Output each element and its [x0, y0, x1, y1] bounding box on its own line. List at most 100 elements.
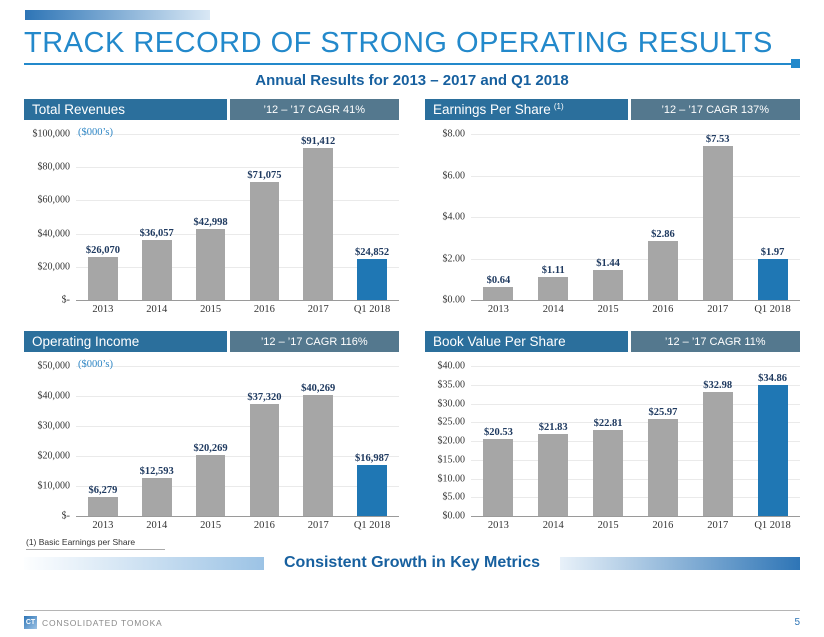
chart-title-text: Book Value Per Share	[433, 334, 566, 349]
bar-value-label: $2.86	[651, 228, 675, 240]
y-tick-label: $10.00	[437, 473, 466, 484]
y-tick-label: $80,000	[37, 161, 71, 173]
axis-unit-label: ($000’s)	[78, 127, 113, 138]
bar-group: $25.97	[635, 366, 690, 516]
chart-header: Earnings Per Share (1) ’12 – ’17 CAGR 137…	[425, 99, 800, 120]
chart-total-revenues: Total Revenues ’12 – ’17 CAGR 41% $100,0…	[24, 99, 399, 315]
bar	[757, 259, 788, 300]
bars-row: $20.53 $21.83 $22.81 $25.97 $32.98 $34.86	[471, 366, 800, 516]
x-tick-label: 2014	[146, 304, 168, 315]
bar	[88, 256, 118, 300]
x-tick-label: 2016	[253, 304, 275, 315]
y-tick-label: $0.00	[442, 294, 466, 306]
company-logo: CT	[24, 616, 37, 629]
gridline	[76, 134, 399, 135]
bar-group: $91,412	[291, 134, 345, 300]
bar-value-label: $1.44	[596, 258, 620, 270]
bar-value-label: $12,593	[139, 466, 174, 478]
slide-subtitle: Annual Results for 2013 – 2017 and Q1 20…	[255, 72, 569, 89]
left-gradient-bar	[24, 556, 264, 570]
bar	[141, 478, 172, 516]
bar	[538, 434, 569, 516]
title-underline	[24, 59, 800, 68]
bar	[593, 270, 624, 300]
plot-column: ($000’s) $26,070 $36,057 $42,998 $71,075 $91,…	[76, 127, 399, 315]
chart-plot-area: $100,000 $80,000 $60,000 $40,000 $20,000 $- ($…	[24, 127, 399, 315]
gridline	[76, 366, 399, 367]
bar-group: $34.86	[745, 366, 800, 516]
gridline	[471, 422, 800, 424]
x-tick-label: 2017	[307, 304, 329, 315]
plot: ($000’s) $6,279 $12,593 $20,269 $37,320 $40,2…	[76, 359, 399, 517]
chart-plot-area: $40.00 $35.00 $30.00 $25.00 $20.00 $15.00 $10.…	[425, 361, 800, 531]
bar-group: $12,593	[130, 366, 184, 516]
y-axis: $100,000 $80,000 $60,000 $40,000 $20,000 $-	[24, 129, 76, 306]
bar-value-label: $0.64	[486, 274, 511, 286]
y-tick-label: $20.00	[437, 435, 466, 447]
x-tick-label: 2015	[597, 520, 619, 531]
y-tick-label: $20,000	[37, 450, 71, 462]
chart-header: Operating Income ’12 – ’17 CAGR 116%	[24, 331, 399, 352]
y-tick-label: $40,000	[37, 228, 71, 240]
y-tick-label: $25.00	[437, 416, 466, 428]
gridline	[471, 366, 800, 367]
bar-group: $36,057	[130, 134, 184, 300]
chart-title: Earnings Per Share (1)	[425, 99, 628, 120]
bar-value-label: $7.53	[705, 134, 730, 145]
bars-row: $6,279 $12,593 $20,269 $37,320 $40,269 $16,98…	[76, 366, 399, 516]
bar	[483, 286, 514, 300]
gridline	[471, 175, 800, 177]
bar	[647, 418, 678, 516]
y-tick-label: $40.00	[437, 360, 466, 372]
bar	[647, 240, 678, 300]
x-tick-label: 2015	[200, 304, 222, 315]
bar-value-label: $6,279	[88, 485, 118, 497]
y-tick-label: $40,000	[37, 390, 71, 402]
bar-group: $1.97	[745, 134, 800, 300]
bar-group: $40,269	[291, 366, 345, 516]
brand: CT CONSOLIDATED TOMOKA	[24, 616, 163, 629]
gridline	[76, 396, 399, 397]
bar-value-label: $42,998	[193, 216, 228, 228]
y-tick-label: $4.00	[442, 211, 466, 223]
bar-value-label: $22.81	[593, 418, 623, 430]
x-tick-label: Q1 2018	[754, 304, 791, 315]
gridline	[471, 478, 800, 480]
footnote: (1) Basic Earnings per Share	[26, 537, 166, 550]
gridline	[76, 486, 399, 487]
y-tick-label: $-	[61, 294, 70, 306]
x-tick-label: 2013	[487, 520, 509, 531]
slide-content: TRACK RECORD OF STRONG OPERATING RESULTS…	[24, 27, 801, 571]
title-accent-square	[791, 59, 800, 68]
y-tick-label: $2.00	[442, 253, 466, 264]
bar	[702, 392, 733, 516]
plot: $0.64 $1.11 $1.44 $2.86 $7.53 $1.97	[471, 134, 800, 301]
chart-header: Total Revenues ’12 – ’17 CAGR 41%	[24, 99, 399, 120]
bar-value-label: $40,269	[301, 383, 336, 395]
chart-earnings-per-share: Earnings Per Share (1) ’12 – ’17 CAGR 137…	[425, 99, 800, 315]
y-tick-label: $100,000	[32, 128, 71, 140]
chart-title: Operating Income	[24, 331, 227, 352]
chart-plot-area: $8.00 $6.00 $4.00 $2.00 $0.00 $0.64 $1.11 $1.44…	[425, 129, 800, 315]
plot-column: ($000’s) $6,279 $12,593 $20,269 $37,320 $40,2…	[76, 359, 399, 531]
x-tick-label: 2015	[200, 520, 222, 531]
bar-group: $1.11	[526, 134, 581, 300]
bar-group: $20,269	[184, 366, 238, 516]
y-tick-label: $30.00	[437, 398, 466, 409]
chart-title-text: Operating Income	[32, 334, 140, 349]
gridline	[76, 167, 399, 169]
bars-row: $26,070 $36,057 $42,998 $71,075 $91,412 $24,8…	[76, 134, 399, 300]
bar-group: $32.98	[690, 366, 745, 516]
gridline	[471, 441, 800, 442]
bar-group: $6,279	[76, 366, 130, 516]
bar	[195, 228, 226, 300]
bar-value-label: $25.97	[648, 406, 678, 418]
bar-value-label: $71,075	[247, 170, 282, 182]
bar	[303, 148, 334, 300]
bar-group: $21.83	[526, 366, 581, 516]
y-tick-label: $-	[61, 510, 70, 522]
chart-book-value-per-share: Book Value Per Share ’12 – ’17 CAGR 11% …	[425, 331, 800, 531]
gridline	[76, 456, 399, 457]
chart-title-footnote-marker: (1)	[553, 102, 564, 111]
bar	[303, 395, 334, 516]
